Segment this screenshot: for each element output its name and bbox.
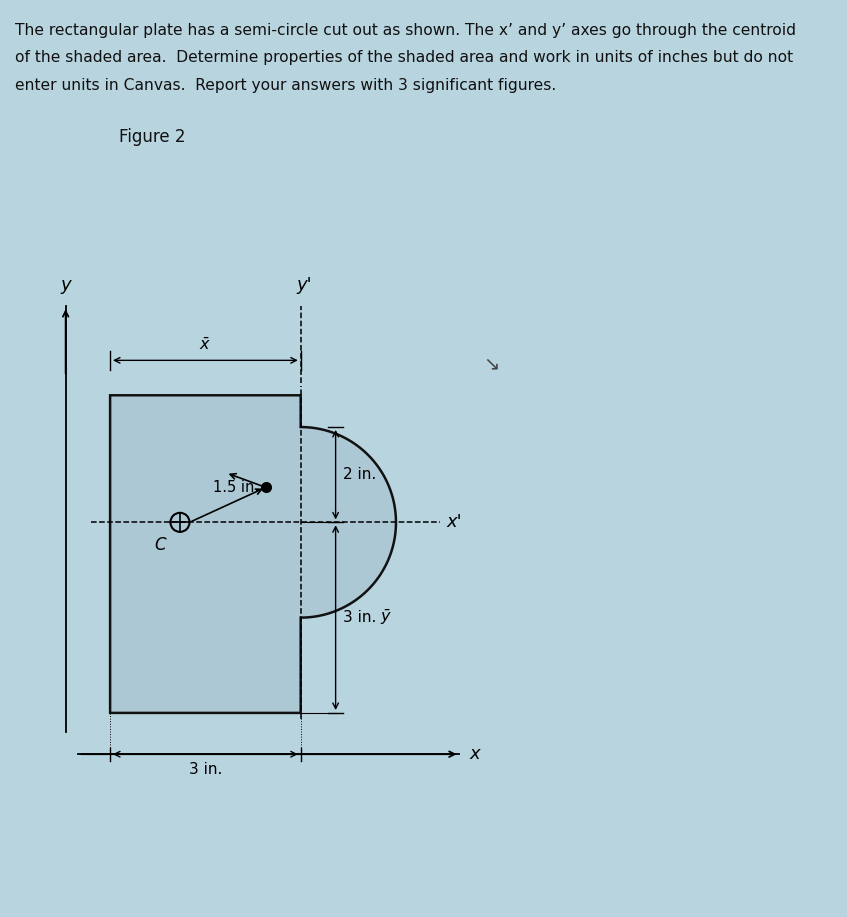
Text: y': y' (296, 276, 312, 293)
Polygon shape (110, 395, 396, 713)
Text: x': x' (447, 514, 462, 531)
Text: The rectangular plate has a semi-circle cut out as shown. The x’ and y’ axes go : The rectangular plate has a semi-circle … (15, 23, 796, 38)
Text: $\bar{y}$: $\bar{y}$ (380, 608, 392, 627)
Text: y: y (60, 276, 71, 293)
Text: 1.5 in.: 1.5 in. (213, 480, 259, 495)
Text: C: C (154, 536, 166, 554)
Text: enter units in Canvas.  Report your answers with 3 significant figures.: enter units in Canvas. Report your answe… (15, 78, 556, 93)
Text: 2 in.: 2 in. (343, 467, 377, 482)
Text: 3 in.: 3 in. (189, 762, 222, 777)
Text: Figure 2: Figure 2 (119, 128, 185, 147)
Text: 3 in.: 3 in. (343, 610, 377, 625)
Text: x: x (469, 746, 479, 763)
Text: of the shaded area.  Determine properties of the shaded area and work in units o: of the shaded area. Determine properties… (15, 50, 794, 65)
Text: ↘: ↘ (483, 354, 500, 373)
Text: $\bar{x}$: $\bar{x}$ (199, 337, 212, 353)
